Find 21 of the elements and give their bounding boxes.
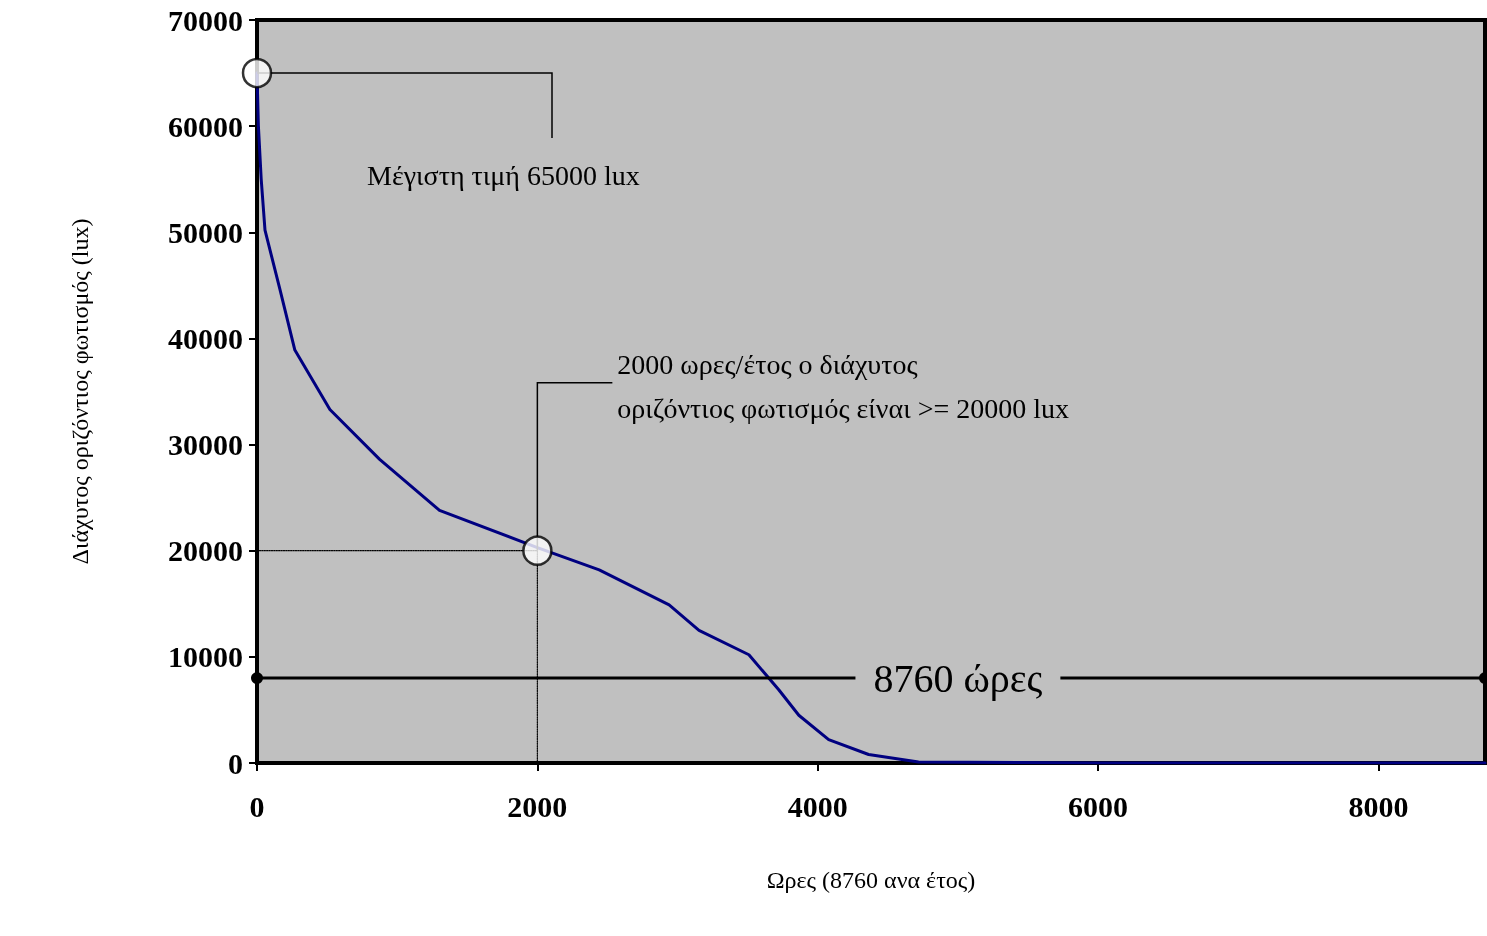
x-tick-label: 4000: [787, 789, 848, 823]
y-tick-label: 30000: [168, 428, 243, 462]
y-tick-label: 0: [228, 746, 243, 780]
y-tick-label: 40000: [168, 321, 243, 355]
x-tick-label: 8000: [1348, 789, 1409, 823]
point: [251, 672, 263, 685]
x-tick-label: 0: [249, 789, 265, 823]
point: [241, 57, 273, 89]
x-axis-title: Ωρες (8760 ανα έτος): [766, 867, 976, 893]
y-tick-label: 20000: [168, 534, 243, 568]
y-tick-label: 70000: [168, 3, 243, 37]
annotation: 2000 ωρες/έτος ο διάχυτος οριζόντιος φωτισμός είναι >= 20000 lux: [617, 349, 1070, 425]
annotation: 8760 ώρες: [873, 655, 1043, 701]
y-tick-label: 10000: [168, 640, 243, 674]
y-tick-label: 50000: [168, 215, 243, 249]
point: [522, 535, 553, 566]
x-tick-label: 2000: [507, 789, 568, 823]
y-tick-label: 60000: [168, 109, 243, 143]
y-axis-title: Διάχυτος οριζόντιος φωτισμός (lux): [67, 218, 93, 565]
x-tick-label: 6000: [1068, 789, 1129, 823]
annotation: Μέγιστη τιμή 65000 lux: [367, 159, 640, 191]
